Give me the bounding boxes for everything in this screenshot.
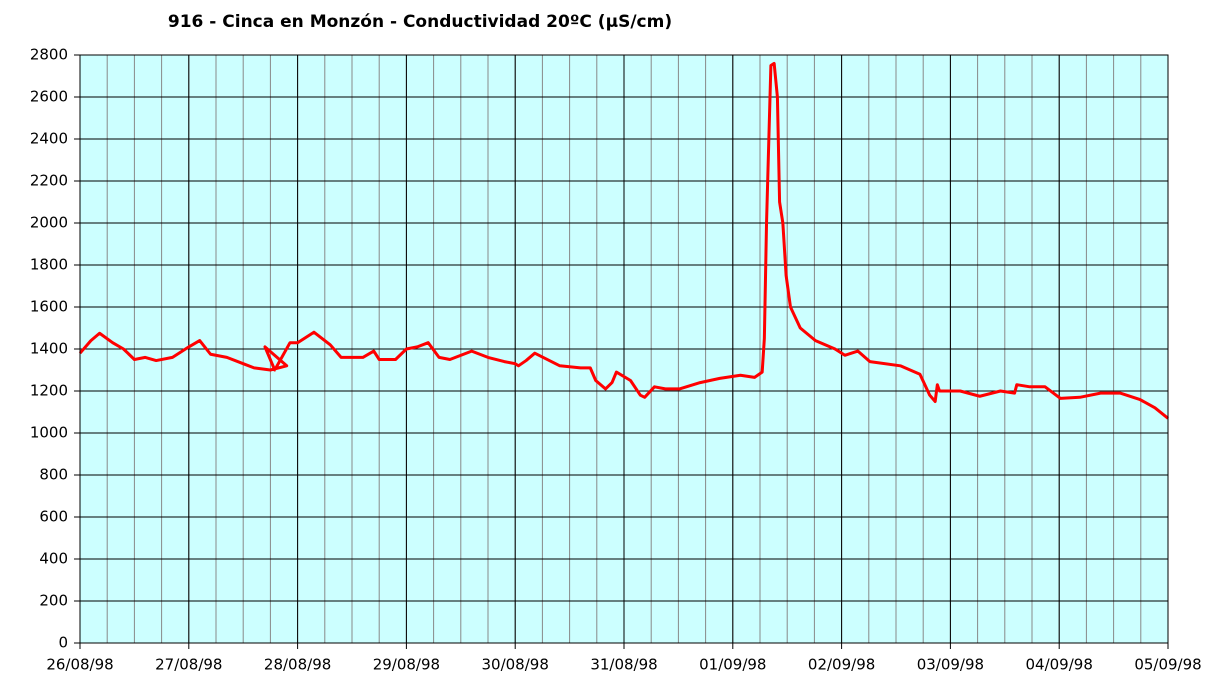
- x-tick-label: 04/09/98: [1026, 656, 1093, 674]
- y-tick-label: 1800: [30, 256, 68, 274]
- y-tick-label: 1600: [30, 298, 68, 316]
- y-tick-label: 0: [58, 634, 68, 652]
- plot-border: [79, 54, 1169, 644]
- y-tick-label: 2400: [30, 130, 68, 148]
- y-tick-label: 1400: [30, 340, 68, 358]
- x-tick-label: 27/08/98: [155, 656, 222, 674]
- x-tick-label: 29/08/98: [373, 656, 440, 674]
- x-tick-label: 28/08/98: [264, 656, 331, 674]
- y-tick-label: 2000: [30, 214, 68, 232]
- y-tick-label: 1200: [30, 382, 68, 400]
- chart-title: 916 - Cinca en Monzón - Conductividad 20…: [168, 12, 672, 32]
- x-tick-label: 03/09/98: [917, 656, 984, 674]
- x-tick-label: 02/09/98: [808, 656, 875, 674]
- y-tick-label: 400: [39, 550, 68, 568]
- y-tick-label: 2200: [30, 172, 68, 190]
- y-tick-label: 2600: [30, 88, 68, 106]
- x-tick-label: 05/09/98: [1134, 656, 1201, 674]
- x-tick-label: 30/08/98: [482, 656, 549, 674]
- x-tick-label: 26/08/98: [46, 656, 113, 674]
- y-tick-label: 2800: [30, 46, 68, 64]
- x-tick-label: 31/08/98: [590, 656, 657, 674]
- y-tick-label: 800: [39, 466, 68, 484]
- y-tick-label: 600: [39, 508, 68, 526]
- y-tick-label: 1000: [30, 424, 68, 442]
- y-tick-label: 200: [39, 592, 68, 610]
- data-line: [78, 61, 1169, 420]
- x-tick-label: 01/09/98: [699, 656, 766, 674]
